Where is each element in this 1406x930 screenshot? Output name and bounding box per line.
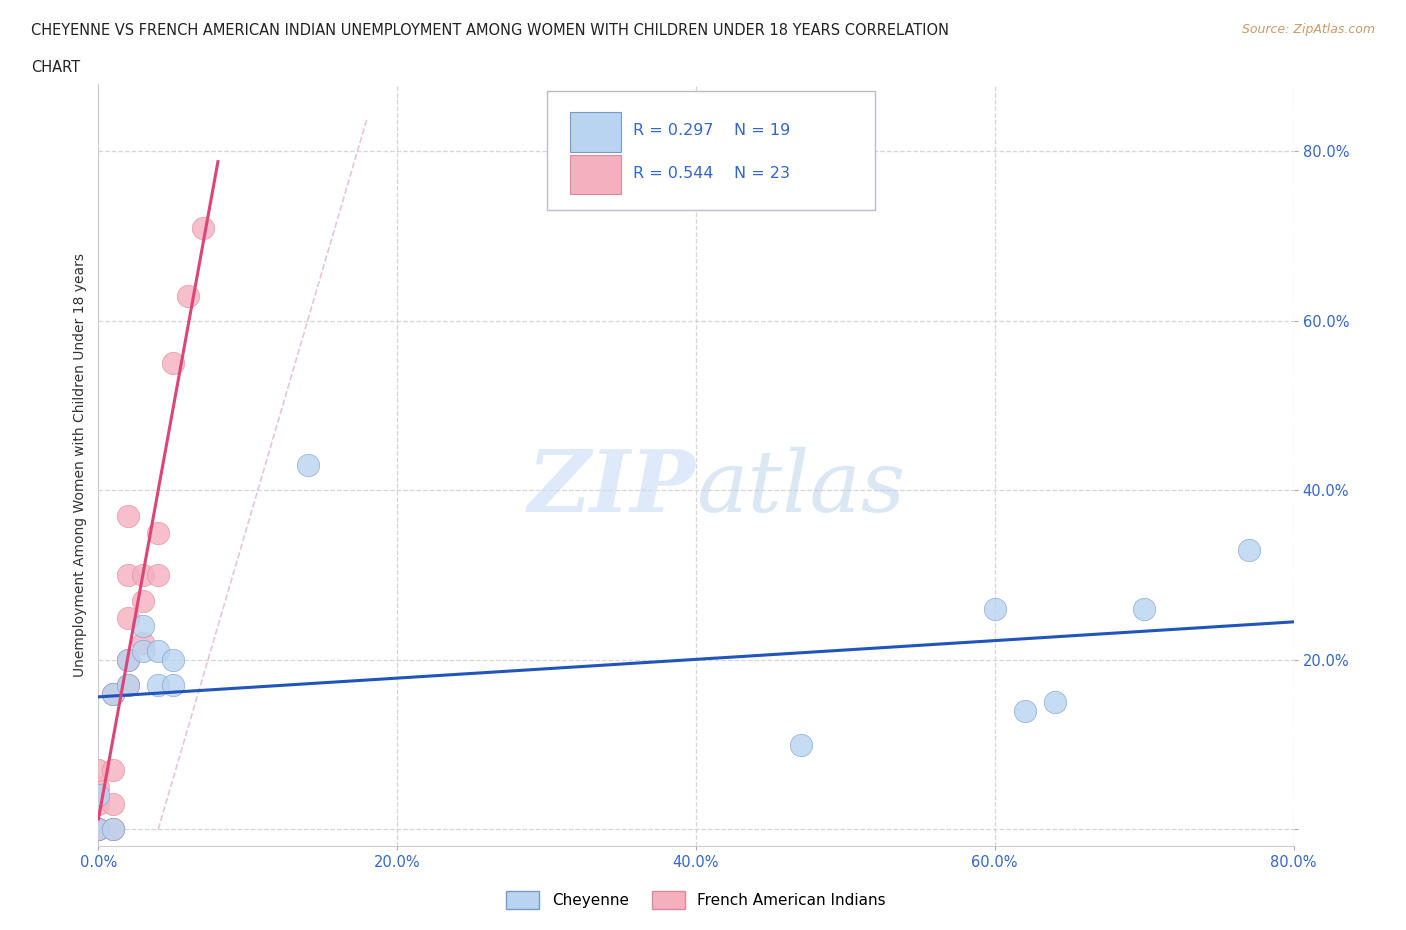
Point xyxy=(87,779,110,794)
Point xyxy=(1237,542,1260,557)
Point xyxy=(148,567,170,582)
Text: R = 0.297    N = 19: R = 0.297 N = 19 xyxy=(633,124,790,139)
Point xyxy=(87,796,110,811)
Point xyxy=(117,678,139,693)
Point xyxy=(1043,695,1066,710)
Point xyxy=(132,644,155,658)
Point xyxy=(87,763,110,777)
Point xyxy=(132,593,155,608)
Legend: Cheyenne, French American Indians: Cheyenne, French American Indians xyxy=(499,885,893,915)
FancyBboxPatch shape xyxy=(571,112,620,152)
Point xyxy=(117,567,139,582)
FancyBboxPatch shape xyxy=(547,91,875,209)
Point xyxy=(103,686,125,701)
Point xyxy=(103,822,125,837)
Point xyxy=(87,822,110,837)
FancyBboxPatch shape xyxy=(571,154,620,194)
Text: ZIP: ZIP xyxy=(529,446,696,529)
Text: CHEYENNE VS FRENCH AMERICAN INDIAN UNEMPLOYMENT AMONG WOMEN WITH CHILDREN UNDER : CHEYENNE VS FRENCH AMERICAN INDIAN UNEMP… xyxy=(31,23,949,38)
Point xyxy=(297,458,319,472)
Point xyxy=(132,618,155,633)
Point xyxy=(148,678,170,693)
Point xyxy=(132,635,155,650)
Point xyxy=(117,610,139,625)
Point xyxy=(103,796,125,811)
Point xyxy=(132,567,155,582)
Point xyxy=(117,653,139,668)
Point xyxy=(1133,602,1156,617)
Text: atlas: atlas xyxy=(696,446,905,529)
Point xyxy=(103,763,125,777)
Point xyxy=(983,602,1005,617)
Text: CHART: CHART xyxy=(31,60,80,75)
Point xyxy=(162,678,184,693)
Point xyxy=(87,822,110,837)
Point xyxy=(789,737,811,752)
Point xyxy=(87,822,110,837)
Point xyxy=(117,509,139,524)
Y-axis label: Unemployment Among Women with Children Under 18 years: Unemployment Among Women with Children U… xyxy=(73,253,87,677)
Point xyxy=(191,220,214,235)
Point xyxy=(162,653,184,668)
Point xyxy=(177,288,200,303)
Point xyxy=(87,822,110,837)
Point xyxy=(1014,703,1036,718)
Point xyxy=(162,356,184,371)
Point xyxy=(103,686,125,701)
Point xyxy=(117,653,139,668)
Point xyxy=(148,644,170,658)
Point xyxy=(87,788,110,803)
Text: Source: ZipAtlas.com: Source: ZipAtlas.com xyxy=(1241,23,1375,36)
Point xyxy=(117,678,139,693)
Text: R = 0.544    N = 23: R = 0.544 N = 23 xyxy=(633,166,790,181)
Point xyxy=(148,525,170,540)
Point xyxy=(103,822,125,837)
